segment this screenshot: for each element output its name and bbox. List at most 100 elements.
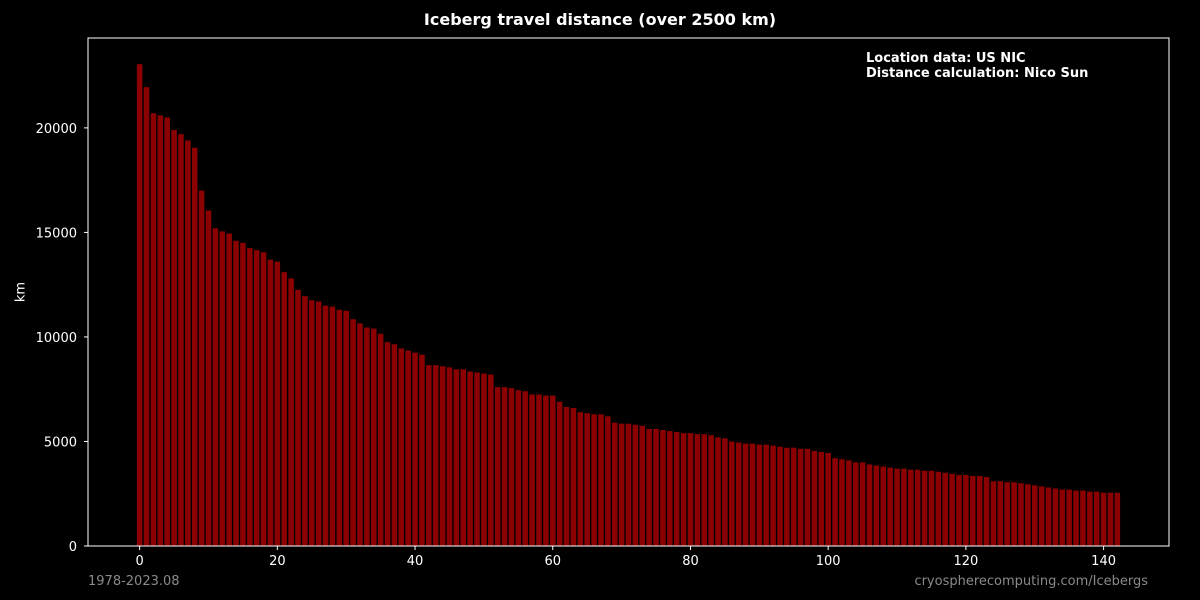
bar (880, 466, 887, 546)
bar (178, 134, 184, 546)
bar (329, 306, 336, 546)
bar (488, 374, 494, 546)
bar (680, 433, 687, 546)
bar (1038, 486, 1045, 546)
bar (1059, 489, 1066, 546)
footer-date-range: 1978-2023.08 (88, 574, 180, 589)
bar (150, 113, 157, 546)
bar (474, 372, 480, 546)
bar (584, 413, 590, 546)
bar (198, 190, 205, 546)
bar (963, 474, 969, 546)
bar (460, 369, 467, 546)
bar (825, 452, 831, 546)
plot-frame (87, 37, 1170, 547)
bar (1018, 483, 1024, 546)
bar (1107, 492, 1114, 546)
footer-source-link[interactable]: cryospherecomputing.com/Icebergs (914, 574, 1148, 589)
x-tick-label: 120 (953, 554, 978, 569)
bar (508, 388, 515, 546)
bar (1066, 489, 1072, 546)
bar (949, 473, 955, 546)
y-tick-label: 0 (69, 540, 77, 555)
bar (556, 401, 563, 546)
bar (598, 414, 604, 546)
bar (846, 460, 852, 546)
bar (1025, 484, 1031, 546)
bar (990, 481, 997, 546)
bar (550, 395, 556, 546)
bar (790, 447, 797, 546)
bar (302, 296, 308, 546)
bar (908, 469, 914, 546)
bar (722, 438, 728, 546)
bar (405, 350, 411, 546)
bar (288, 278, 294, 546)
bar (1093, 491, 1100, 546)
bar (157, 115, 164, 546)
bar (377, 333, 384, 546)
bar (267, 259, 274, 546)
bar (1100, 492, 1107, 546)
bar (749, 443, 756, 546)
y-tick-label: 15000 (36, 226, 77, 241)
bar (467, 371, 473, 546)
bar (274, 261, 281, 546)
bar (605, 416, 611, 546)
bar (742, 443, 749, 546)
bar (309, 300, 315, 546)
bar (522, 391, 528, 546)
bar (694, 434, 701, 546)
bar (997, 481, 1004, 546)
bar (577, 412, 584, 546)
bar (536, 394, 542, 546)
bar (515, 390, 522, 546)
bar (191, 147, 198, 546)
bar (618, 423, 625, 546)
bar (921, 470, 928, 546)
bar (370, 328, 377, 546)
bar (970, 475, 976, 546)
x-tick-label: 20 (269, 554, 286, 569)
bar (1045, 487, 1052, 546)
bar (797, 448, 804, 546)
bar (715, 437, 721, 546)
bar (384, 342, 391, 546)
bar (247, 248, 253, 547)
bar (983, 477, 990, 546)
bar (756, 444, 763, 546)
x-tick-label: 0 (135, 554, 143, 569)
bar (357, 323, 363, 546)
bar (481, 373, 487, 546)
bar (233, 240, 239, 546)
bar (398, 348, 405, 546)
bar (1011, 482, 1017, 546)
bar (136, 64, 143, 547)
x-tick-label: 60 (544, 554, 561, 569)
bar (914, 469, 921, 546)
bar (439, 366, 446, 546)
bar (501, 387, 508, 546)
bar (453, 369, 460, 546)
y-tick-label: 10000 (36, 331, 77, 346)
bar (1073, 490, 1079, 546)
bar (935, 471, 942, 546)
bar (350, 319, 356, 546)
bar (315, 301, 322, 546)
bar (832, 458, 838, 546)
bar (901, 468, 907, 546)
bar (887, 467, 893, 546)
y-tick-label: 20000 (36, 122, 77, 137)
bar (639, 425, 646, 546)
bar (928, 470, 935, 546)
bar (859, 462, 866, 546)
bar (1004, 482, 1010, 546)
bar (804, 448, 811, 546)
bar (171, 129, 177, 547)
bar (446, 367, 453, 546)
bar (660, 429, 666, 546)
chart-annotation: Location data: US NIC Distance calculati… (866, 51, 1088, 81)
bar (1114, 492, 1121, 546)
annotation-line-location: Location data: US NIC (866, 51, 1026, 66)
